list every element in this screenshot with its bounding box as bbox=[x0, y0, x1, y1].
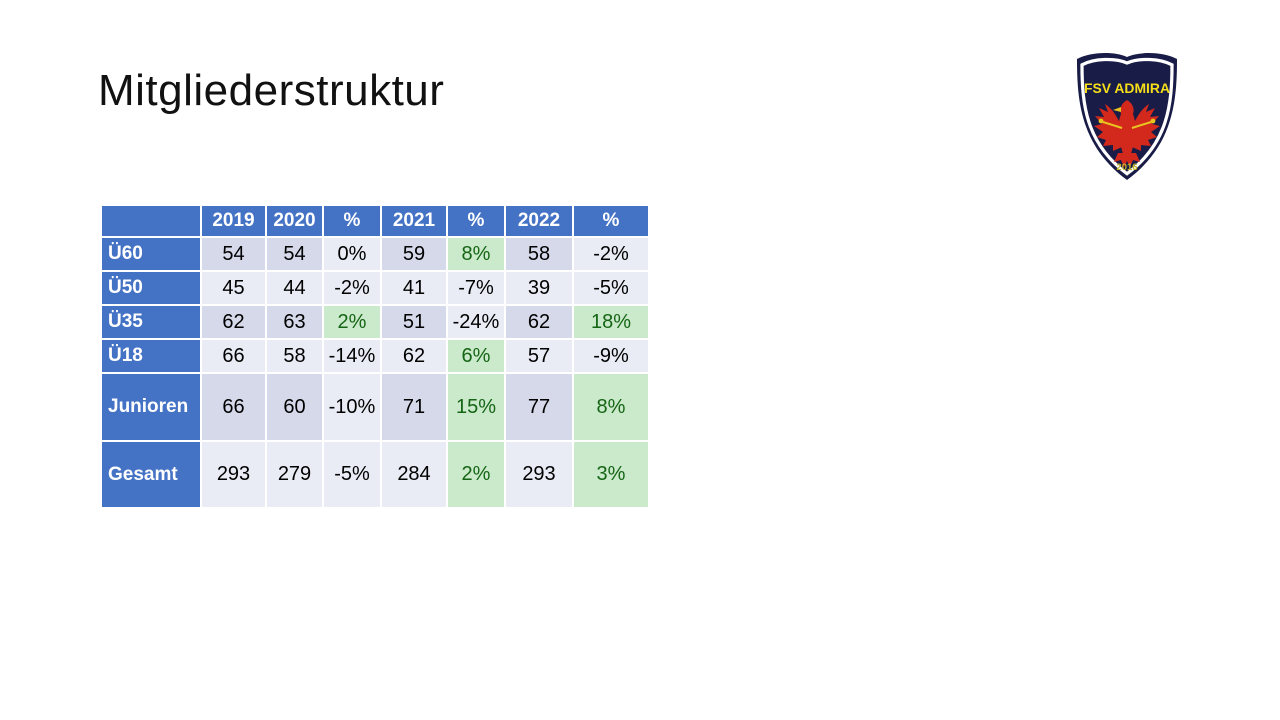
table-body: Ü60 54 54 0% 59 8% 58 -2% Ü50 45 44 -2% 41 -7% 39 -5% Ü3… bbox=[100, 236, 650, 509]
table-cell: 62 bbox=[504, 304, 574, 340]
table-cell: 293 bbox=[504, 440, 574, 509]
row-header-cell: Ü18 bbox=[100, 338, 202, 374]
table-cell: 293 bbox=[200, 440, 267, 509]
column-header-cell: 2019 bbox=[200, 204, 267, 238]
table-cell: 66 bbox=[200, 338, 267, 374]
table-cell: -14% bbox=[322, 338, 382, 374]
table-cell: -10% bbox=[322, 372, 382, 442]
table-cell: -9% bbox=[572, 338, 650, 374]
table-cell: -2% bbox=[322, 270, 382, 306]
column-header-cell: 2021 bbox=[380, 204, 448, 238]
table-cell: 62 bbox=[200, 304, 267, 340]
table-cell: 62 bbox=[380, 338, 448, 374]
shield-ring bbox=[1080, 57, 1174, 176]
table-cell: 71 bbox=[380, 372, 448, 442]
table-cell: 60 bbox=[265, 372, 324, 442]
table-cell: 44 bbox=[265, 270, 324, 306]
table-cell: 77 bbox=[504, 372, 574, 442]
table-cell: -2% bbox=[572, 236, 650, 272]
table-cell: 15% bbox=[446, 372, 506, 442]
column-header-cell: 2020 bbox=[265, 204, 324, 238]
table-cell: 39 bbox=[504, 270, 574, 306]
table-row: Junioren 66 60 -10% 71 15% 77 8% bbox=[100, 372, 650, 442]
table-cell: 2% bbox=[446, 440, 506, 509]
column-header-cell: % bbox=[572, 204, 650, 238]
table-cell: 279 bbox=[265, 440, 324, 509]
table-cell: 57 bbox=[504, 338, 574, 374]
table-cell: 66 bbox=[200, 372, 267, 442]
table-cell: 58 bbox=[265, 338, 324, 374]
table-cell: 45 bbox=[200, 270, 267, 306]
corner-header-cell bbox=[100, 204, 202, 238]
club-crest-logo: FSV ADMIRA 2016 bbox=[1077, 53, 1177, 180]
club-name-text: FSV ADMIRA bbox=[1084, 80, 1170, 96]
row-header-cell: Ü50 bbox=[100, 270, 202, 306]
table-cell: 59 bbox=[380, 236, 448, 272]
row-header-cell: Gesamt bbox=[100, 440, 202, 509]
table-row: Ü35 62 63 2% 51 -24% 62 18% bbox=[100, 304, 650, 340]
table-cell: 54 bbox=[200, 236, 267, 272]
table-cell: 51 bbox=[380, 304, 448, 340]
column-header-cell: % bbox=[446, 204, 506, 238]
table-cell: 6% bbox=[446, 338, 506, 374]
table-row: Ü60 54 54 0% 59 8% 58 -2% bbox=[100, 236, 650, 272]
eagle-icon bbox=[1094, 100, 1160, 167]
column-header-cell: 2022 bbox=[504, 204, 574, 238]
eagle-accents bbox=[1098, 107, 1156, 129]
table-row: Gesamt 293 279 -5% 284 2% 293 3% bbox=[100, 440, 650, 509]
table-header: 2019 2020% 2021% 2022% bbox=[100, 204, 650, 238]
table-cell: -24% bbox=[446, 304, 506, 340]
table-cell: 8% bbox=[446, 236, 506, 272]
table-cell: 54 bbox=[265, 236, 324, 272]
page-title: Mitgliederstruktur bbox=[98, 66, 445, 115]
row-header-cell: Ü35 bbox=[100, 304, 202, 340]
table-cell: 41 bbox=[380, 270, 448, 306]
table-cell: 3% bbox=[572, 440, 650, 509]
table-cell: 0% bbox=[322, 236, 382, 272]
table-cell: -5% bbox=[572, 270, 650, 306]
table-cell: -5% bbox=[322, 440, 382, 509]
column-header-cell: % bbox=[322, 204, 382, 238]
table-cell: 2% bbox=[322, 304, 382, 340]
table-cell: 63 bbox=[265, 304, 324, 340]
table-row: Ü50 45 44 -2% 41 -7% 39 -5% bbox=[100, 270, 650, 306]
table-cell: 8% bbox=[572, 372, 650, 442]
membership-table: 2019 2020% 2021% 2022% Ü60 54 54 0% 59 8% 58 -2% Ü5… bbox=[100, 204, 650, 509]
row-header-cell: Ü60 bbox=[100, 236, 202, 272]
table-row: Ü18 66 58 -14% 62 6% 57 -9% bbox=[100, 338, 650, 374]
table-cell: -7% bbox=[446, 270, 506, 306]
table-cell: 284 bbox=[380, 440, 448, 509]
table-cell: 18% bbox=[572, 304, 650, 340]
founded-year-text: 2016 bbox=[1116, 162, 1137, 173]
row-header-cell: Junioren bbox=[100, 372, 202, 442]
table-cell: 58 bbox=[504, 236, 574, 272]
